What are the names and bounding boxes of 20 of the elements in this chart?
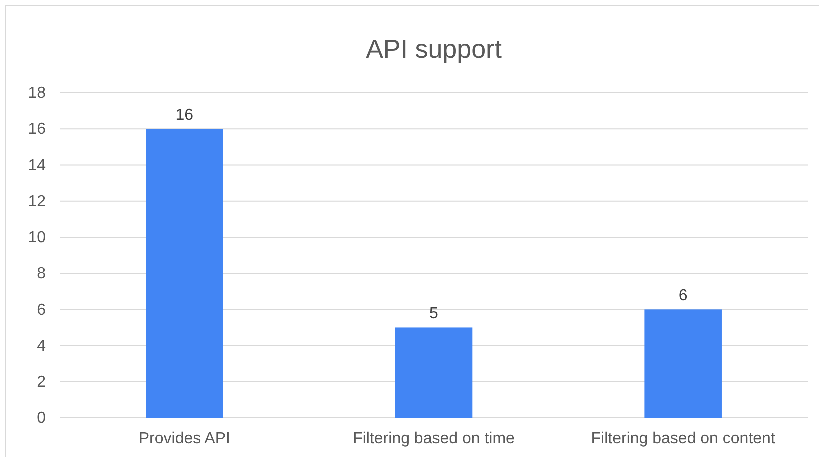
x-tick-label: Filtering based on time: [353, 430, 516, 448]
data-label: 5: [430, 306, 439, 323]
y-tick-label: 18: [28, 85, 46, 102]
bar: [395, 328, 473, 418]
y-tick-label: 8: [37, 266, 46, 283]
y-tick-label: 16: [28, 121, 46, 138]
x-tick-label: Filtering based on content: [591, 430, 776, 448]
chart-title: API support: [366, 34, 503, 64]
x-tick-label: Provides API: [138, 430, 230, 448]
y-tick-label: 4: [37, 338, 46, 355]
y-tick-label: 6: [37, 302, 46, 319]
y-tick-label: 0: [37, 410, 46, 428]
data-label: 16: [176, 107, 194, 124]
y-tick-label: 14: [28, 157, 46, 174]
y-tick-label: 12: [28, 193, 46, 210]
data-label: 6: [678, 288, 688, 305]
y-tick-label: 10: [28, 230, 46, 247]
y-tick-label: 2: [37, 374, 46, 392]
bar: [644, 310, 722, 418]
bar: [146, 129, 224, 418]
